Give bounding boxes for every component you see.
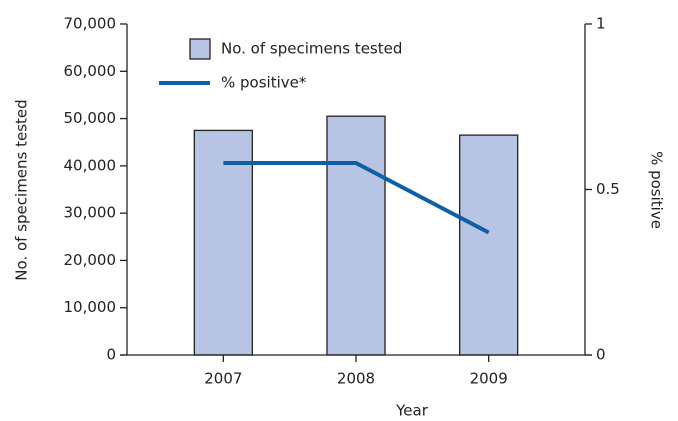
- y2-tick-label: 0: [596, 346, 606, 364]
- x-tick-label: 2008: [337, 370, 375, 388]
- y2-tick-label: 1: [596, 15, 606, 33]
- y-tick-label: 40,000: [64, 156, 117, 174]
- y-tick-label: 20,000: [64, 251, 117, 269]
- y-tick-label: 0: [106, 346, 116, 364]
- y2-axis-label: % positive: [648, 151, 666, 229]
- legend-label: No. of specimens tested: [221, 40, 402, 58]
- x-axis-label: Year: [395, 402, 429, 420]
- y-tick-label: 70,000: [64, 15, 117, 33]
- x-tick-label: 2009: [470, 370, 508, 388]
- y-axis-label: No. of specimens tested: [13, 99, 31, 280]
- line-series: [223, 161, 490, 235]
- legend-label: % positive*: [221, 74, 307, 92]
- x-tick-label: 2007: [204, 370, 242, 388]
- legend-swatch: [189, 38, 211, 60]
- y-tick-label: 10,000: [64, 298, 117, 316]
- y2-tick-label: 0.5: [596, 180, 620, 198]
- y-tick-label: 50,000: [64, 109, 117, 127]
- y-tick-label: 60,000: [64, 62, 117, 80]
- y-tick-label: 30,000: [64, 204, 117, 222]
- bar: [459, 134, 519, 356]
- bar: [193, 129, 253, 356]
- bar: [326, 115, 386, 356]
